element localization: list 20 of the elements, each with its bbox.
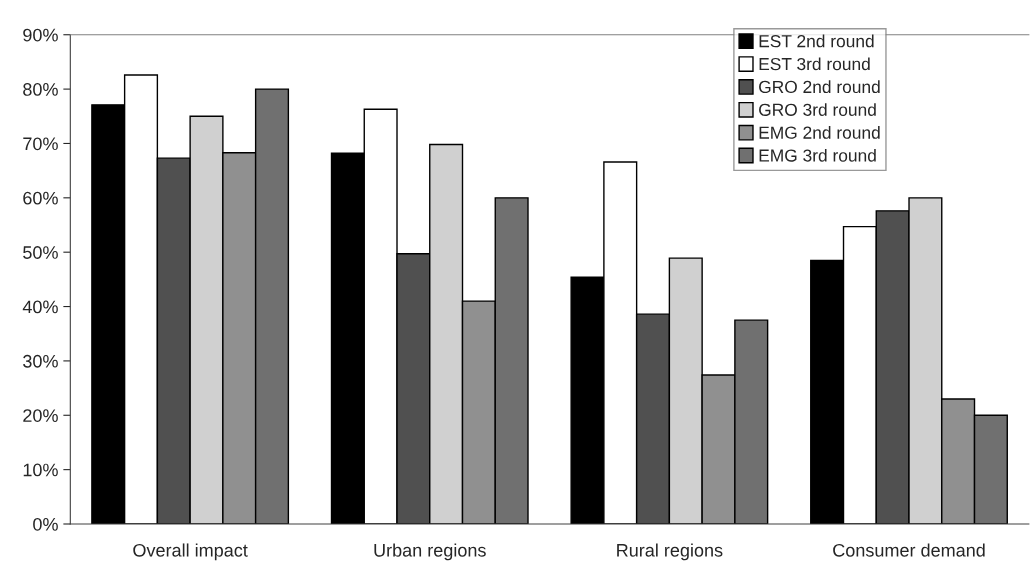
y-tick-label: 80% <box>23 83 58 96</box>
legend-label: EMG 2nd round <box>759 126 880 139</box>
x-tick-label: Urban regions <box>374 543 486 561</box>
legend-label: GRO 3rd round <box>759 103 876 116</box>
x-tick-label: Overall impact <box>133 543 248 561</box>
y-tick-label: 20% <box>23 409 58 422</box>
legend-label: GRO 2nd round <box>759 80 880 94</box>
x-tick-label: Rural regions <box>617 543 723 561</box>
legend-label: EMG 3rd round <box>759 148 876 162</box>
legend-label: EST 2nd round <box>759 34 874 48</box>
y-tick-label: 30% <box>23 354 58 368</box>
legend-label: EST 3rd round <box>759 57 870 71</box>
y-tick-label: 10% <box>23 463 58 477</box>
y-tick-label: 50% <box>23 246 58 259</box>
y-tick-label: 90% <box>23 28 58 42</box>
y-tick-label: 40% <box>22 300 58 314</box>
y-tick-label: 0% <box>33 517 58 531</box>
y-tick-label: 70% <box>23 137 58 151</box>
x-tick-label: Consumer demand <box>833 543 985 557</box>
y-tick-label: 60% <box>23 191 58 205</box>
